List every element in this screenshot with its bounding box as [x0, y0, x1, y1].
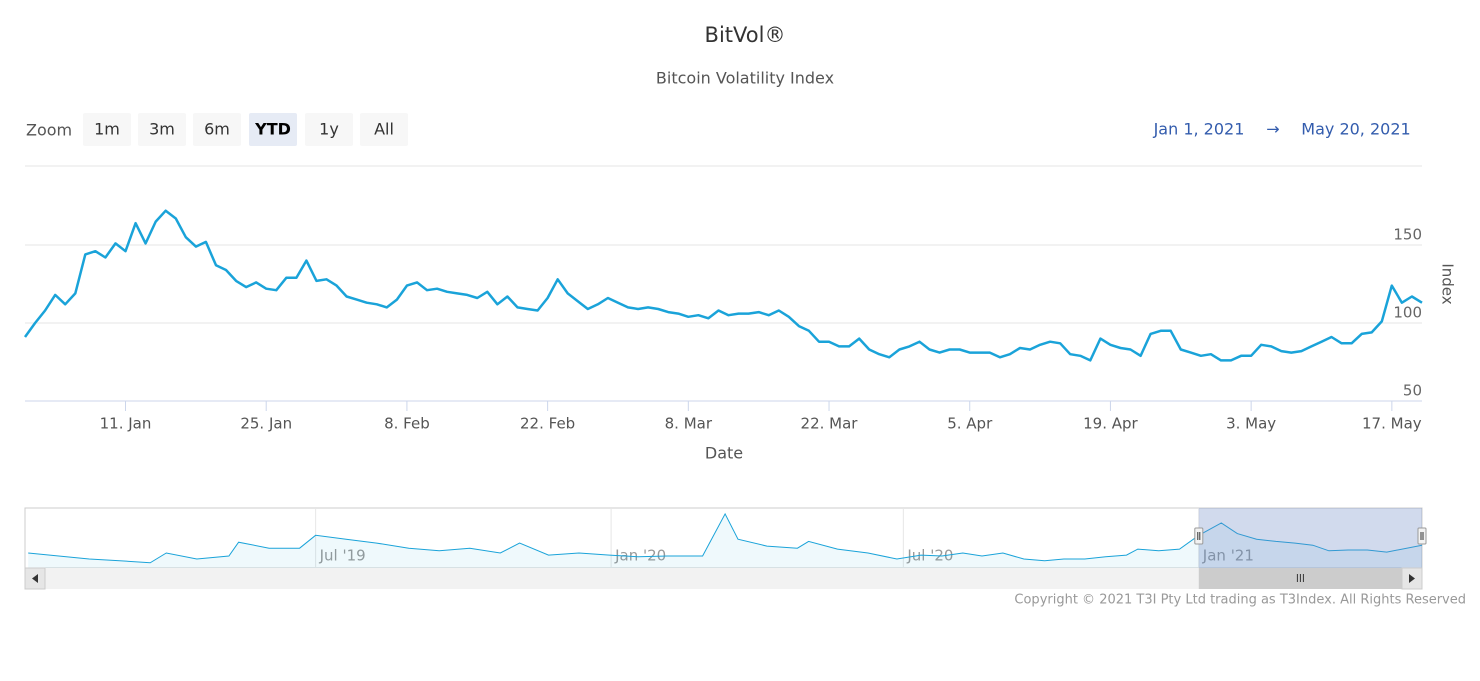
scrollbar-track: [25, 568, 1422, 589]
x-tick-label: 11. Jan: [100, 415, 152, 433]
y-tick-label: 100: [1393, 304, 1422, 322]
zoom-button-label[interactable]: 3m: [149, 120, 175, 139]
x-tick-label: 3. May: [1226, 415, 1276, 433]
x-axis-title: Date: [705, 444, 743, 463]
zoom-button[interactable]: [305, 113, 353, 146]
zoom-button-label[interactable]: All: [374, 120, 394, 139]
navigator-tick-label: Jan '20: [614, 547, 666, 565]
y-axis-title: Index: [1439, 263, 1457, 304]
zoom-button-label[interactable]: 6m: [204, 120, 230, 139]
zoom-button[interactable]: [249, 113, 297, 146]
data-line: [23, 209, 1423, 362]
scrollbar-left-arrow: [32, 574, 38, 583]
navigator-handle[interactable]: [1417, 527, 1427, 545]
navigator-tick-label: Jul '19: [319, 547, 366, 565]
range-to[interactable]: May 20, 2021: [1301, 120, 1410, 139]
zoom-button-label[interactable]: YTD: [254, 120, 291, 139]
scrollbar-right-arrow: [1409, 574, 1415, 583]
chart-title: BitVol®: [705, 23, 786, 47]
credits[interactable]: Copyright © 2021 T3I Pty Ltd trading as …: [1014, 593, 1466, 608]
navigator-area: [28, 513, 1423, 568]
navigator-mask[interactable]: [1198, 508, 1422, 568]
x-tick-label: 8. Mar: [665, 415, 713, 433]
range-from[interactable]: Jan 1, 2021: [1153, 120, 1245, 139]
zoom-label: Zoom: [26, 121, 72, 140]
chart-subtitle: Bitcoin Volatility Index: [656, 69, 834, 88]
navigator-line: [28, 512, 1423, 564]
x-tick-label: 22. Mar: [801, 415, 859, 433]
y-tick-label: 50: [1403, 382, 1422, 400]
zoom-button[interactable]: [193, 113, 241, 146]
zoom-button[interactable]: [360, 113, 408, 146]
zoom-button-label[interactable]: 1y: [319, 120, 339, 139]
x-tick-label: 17. May: [1362, 415, 1422, 433]
y-tick-label: 150: [1393, 226, 1422, 244]
navigator-handle[interactable]: [1194, 527, 1204, 545]
x-tick-label: 5. Apr: [947, 415, 993, 433]
zoom-button-label[interactable]: 1m: [94, 120, 120, 139]
navigator-tick-label: Jan '21: [1202, 547, 1254, 565]
x-tick-label: 19. Apr: [1083, 415, 1138, 433]
zoom-button[interactable]: [138, 113, 186, 146]
range-separator: →: [1266, 120, 1279, 139]
zoom-button[interactable]: [83, 113, 131, 146]
x-tick-label: 25. Jan: [240, 415, 292, 433]
x-tick-label: 8. Feb: [384, 415, 430, 433]
x-tick-label: 22. Feb: [520, 415, 575, 433]
